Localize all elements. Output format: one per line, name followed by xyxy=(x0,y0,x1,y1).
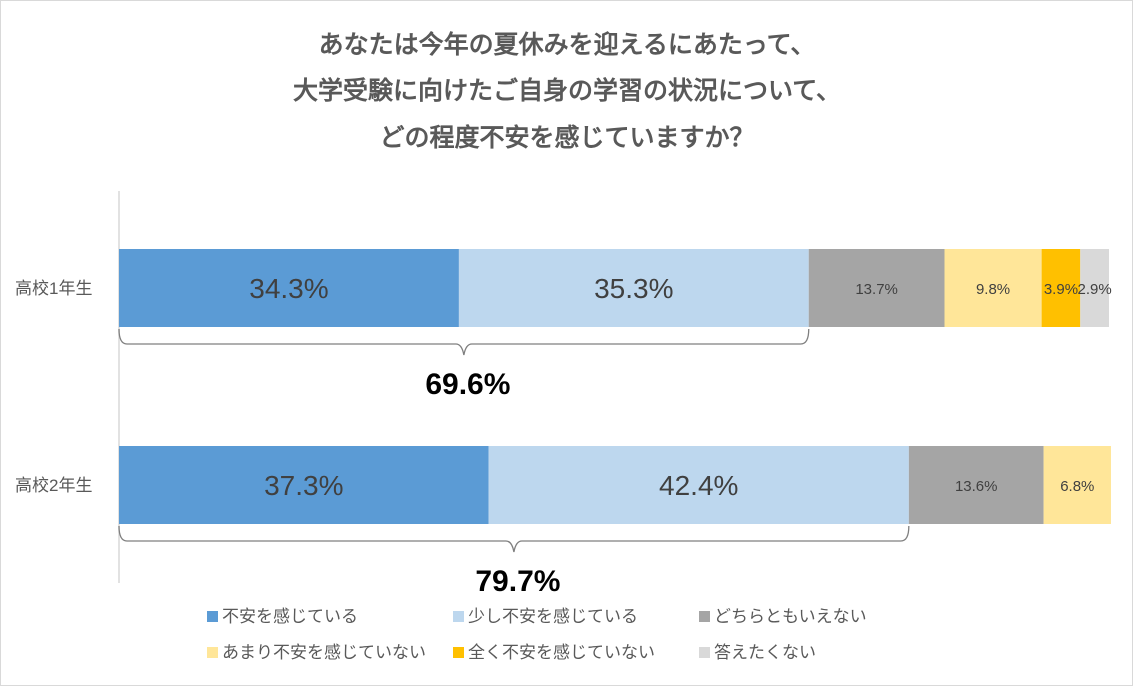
data-label: 35.3% xyxy=(594,273,673,304)
data-label: 34.3% xyxy=(249,273,328,304)
data-label: 13.6% xyxy=(955,478,998,495)
bracket-total-label: 69.6% xyxy=(425,368,510,401)
legend-label: 全く不安を感じていない xyxy=(468,643,655,663)
legend-swatch xyxy=(453,611,464,622)
brace xyxy=(118,328,810,356)
data-label: 2.9% xyxy=(1078,281,1112,298)
legend-label: あまり不安を感じていない xyxy=(222,643,426,663)
legend-label: 少し不安を感じている xyxy=(468,607,638,627)
title-line-2: 大学受験に向けたご自身の学習の状況について、 xyxy=(293,76,841,105)
bar-segment xyxy=(808,249,945,327)
legend-label: 不安を感じている xyxy=(222,607,358,627)
brace xyxy=(118,525,910,553)
legend-swatch xyxy=(699,611,710,622)
bar-segment xyxy=(944,249,1042,327)
legend-label: どちらともいえない xyxy=(714,607,867,627)
legend-swatch xyxy=(453,647,464,658)
legend-label: 答えたくない xyxy=(714,643,816,663)
data-label: 3.9% xyxy=(1044,281,1078,298)
category-label: 高校1年生 xyxy=(15,279,92,298)
bar-segment xyxy=(1080,249,1110,327)
bracket-total-label: 79.7% xyxy=(475,565,560,598)
data-label: 37.3% xyxy=(264,470,343,501)
legend-swatch xyxy=(699,647,710,658)
bar-segment xyxy=(119,249,459,327)
chart-title: あなたは今年の夏休みを迎えるにあたって、 大学受験に向けたご自身の学習の状況につ… xyxy=(293,30,841,152)
data-label: 9.8% xyxy=(976,281,1010,298)
bar-segment xyxy=(458,249,809,327)
category-label: 高校2年生 xyxy=(15,476,92,495)
bars-group: 高校1年生 34.3% 35.3% 13.7% 9.8% 3.9% 2.9% 69.6% 高校2… xyxy=(15,249,1112,598)
bar-segment xyxy=(1043,446,1111,524)
bar-segment xyxy=(119,446,489,524)
title-line-3: どの程度不安を感じていますか？ xyxy=(379,123,754,152)
data-label: 6.8% xyxy=(1060,478,1094,495)
title-line-1: あなたは今年の夏休みを迎えるにあたって、 xyxy=(319,30,816,59)
bar-segment xyxy=(908,446,1044,524)
data-label: 42.4% xyxy=(659,470,738,501)
legend-swatch xyxy=(207,647,218,658)
bar-segment xyxy=(488,446,909,524)
bar-segment xyxy=(1041,249,1081,327)
legend-swatch xyxy=(207,611,218,622)
data-label: 13.7% xyxy=(855,281,898,298)
